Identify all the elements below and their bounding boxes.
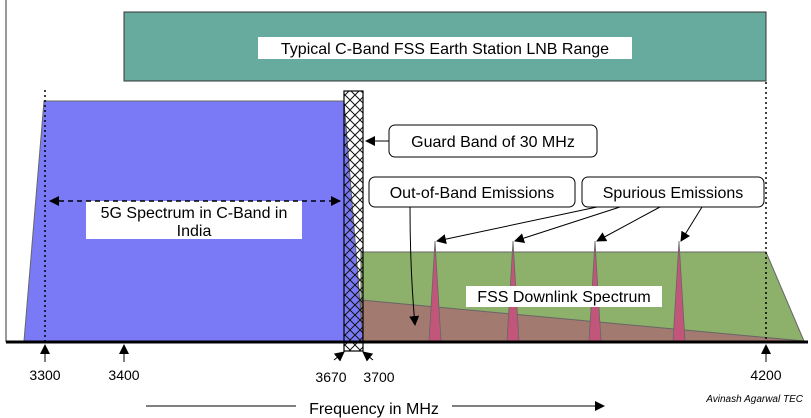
spurious-callout-box [581, 176, 765, 208]
lnb-range-label: Typical C-Band FSS Earth Station LNB Ran… [281, 41, 609, 58]
tick-arrow-3700 [362, 351, 374, 362]
out-of-band-callout-arrow [409, 206, 420, 326]
fss-label: FSS Downlink Spectrum [477, 289, 650, 306]
frequency-label-bg [296, 397, 452, 417]
five-g-label-line2: India [177, 223, 212, 240]
spurious-arrow-4 [680, 206, 703, 242]
frequency-axis-label: Frequency in MHz [309, 401, 439, 418]
out-of-band-callout-text: Out-of-Band Emissions [390, 185, 555, 202]
tick-arrow-3670 [333, 351, 345, 362]
tick-label-3400: 3400 [108, 367, 139, 383]
spurious-arrow-1 [436, 206, 598, 245]
tick-label-3700: 3700 [363, 369, 394, 385]
five-g-label-line1: 5G Spectrum in C-Band in [101, 205, 288, 222]
five-g-label-bg [86, 201, 302, 239]
credit-text: Avinash Agarwal TEC [705, 394, 803, 405]
spurious-arrow-2 [514, 206, 621, 243]
tick-label-3670: 3670 [315, 369, 346, 385]
spurious-arrow-3 [596, 206, 661, 242]
tick-label-4200: 4200 [750, 367, 781, 383]
guard-band-callout-text: Guard Band of 30 MHz [411, 134, 575, 151]
fss-label-bg [466, 286, 662, 307]
lnb-range-label-bg [258, 37, 632, 59]
guard-band-block [343, 90, 364, 352]
tick-label-3300: 3300 [29, 367, 60, 383]
out-of-band-callout-box [368, 176, 576, 208]
spurious-callout-text: Spurious Emissions [603, 185, 744, 202]
